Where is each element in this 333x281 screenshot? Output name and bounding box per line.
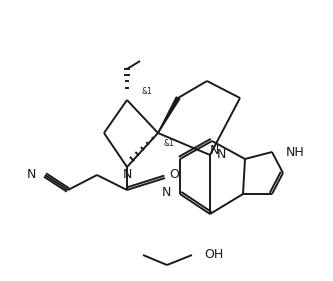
Text: OH: OH [204,248,223,262]
Text: N: N [209,144,219,157]
Text: NH: NH [286,146,305,158]
Text: N: N [27,167,36,180]
Text: O: O [169,169,179,182]
Text: &1: &1 [141,87,152,96]
Polygon shape [158,97,180,133]
Text: N: N [217,148,226,162]
Text: N: N [162,185,171,198]
Text: &1: &1 [163,139,174,148]
Text: N: N [122,169,132,182]
